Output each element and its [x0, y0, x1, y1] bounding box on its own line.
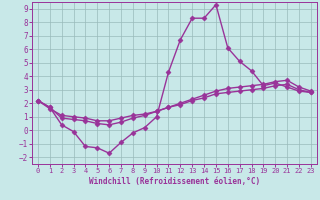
X-axis label: Windchill (Refroidissement éolien,°C): Windchill (Refroidissement éolien,°C): [89, 177, 260, 186]
